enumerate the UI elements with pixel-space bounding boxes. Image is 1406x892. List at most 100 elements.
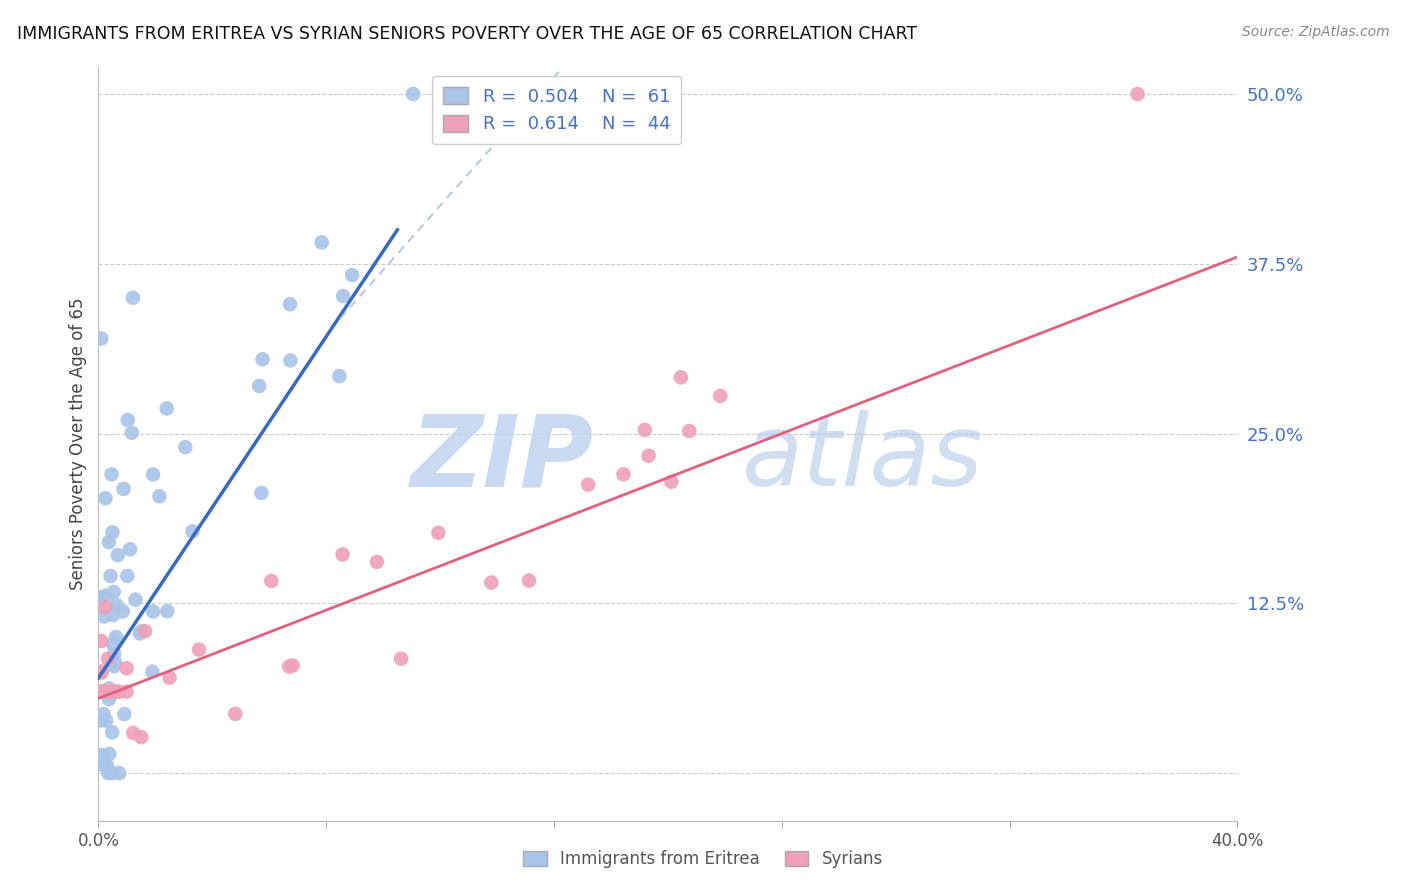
Point — [97, 766, 120, 780]
Point — [105, 598, 128, 612]
Point — [260, 574, 283, 588]
Point — [112, 707, 135, 722]
Point — [247, 379, 270, 393]
Point — [661, 475, 683, 489]
Point — [94, 491, 117, 506]
Point — [278, 297, 301, 311]
Point — [90, 684, 112, 698]
Text: ZIP: ZIP — [411, 410, 593, 508]
Point — [100, 684, 122, 698]
Point — [90, 591, 112, 606]
Point — [252, 352, 274, 367]
Point — [332, 289, 354, 303]
Point — [103, 647, 125, 661]
Point — [340, 268, 363, 282]
Point — [90, 714, 112, 728]
Point — [103, 684, 125, 698]
Point — [103, 608, 125, 623]
Point — [128, 626, 150, 640]
Text: Source: ZipAtlas.com: Source: ZipAtlas.com — [1241, 25, 1389, 39]
Point — [678, 424, 700, 438]
Legend: R =  0.504    N =  61, R =  0.614    N =  44: R = 0.504 N = 61, R = 0.614 N = 44 — [432, 76, 681, 145]
Point — [90, 684, 112, 698]
Point — [709, 389, 731, 403]
Point — [93, 758, 115, 772]
Point — [181, 524, 204, 539]
Point — [131, 624, 153, 639]
Point — [98, 747, 121, 761]
Point — [174, 440, 197, 454]
Point — [129, 730, 152, 744]
Text: atlas: atlas — [742, 410, 984, 508]
Point — [117, 569, 139, 583]
Point — [94, 589, 117, 603]
Point — [108, 766, 131, 780]
Point — [637, 449, 659, 463]
Point — [115, 684, 138, 698]
Point — [142, 605, 165, 619]
Point — [669, 370, 692, 384]
Point — [101, 725, 124, 739]
Point — [98, 681, 121, 696]
Point — [402, 87, 425, 101]
Point — [94, 684, 117, 698]
Point — [93, 684, 115, 698]
Point — [427, 525, 450, 540]
Point — [107, 684, 129, 698]
Point — [366, 555, 388, 569]
Point — [111, 604, 134, 618]
Point — [634, 423, 657, 437]
Point — [115, 661, 138, 675]
Point — [90, 591, 112, 605]
Point — [90, 684, 112, 698]
Point — [576, 477, 599, 491]
Point — [122, 726, 145, 740]
Point — [103, 659, 125, 673]
Point — [156, 604, 179, 618]
Point — [612, 467, 634, 482]
Point — [278, 659, 301, 673]
Point — [148, 489, 170, 503]
Point — [101, 525, 124, 540]
Point — [105, 684, 128, 698]
Point — [103, 585, 125, 599]
Point — [311, 235, 333, 250]
Point — [97, 535, 120, 549]
Point — [224, 706, 246, 721]
Point — [96, 714, 118, 728]
Point — [101, 637, 124, 651]
Point — [122, 291, 145, 305]
Point — [94, 600, 117, 615]
Point — [1126, 87, 1149, 101]
Point — [142, 467, 165, 482]
Point — [332, 548, 354, 562]
Point — [328, 369, 350, 384]
Legend: Immigrants from Eritrea, Syrians: Immigrants from Eritrea, Syrians — [516, 844, 890, 875]
Point — [96, 759, 118, 773]
Point — [479, 575, 502, 590]
Point — [517, 574, 540, 588]
Point — [90, 665, 112, 680]
Point — [90, 634, 112, 648]
Point — [97, 652, 120, 666]
Text: IMMIGRANTS FROM ERITREA VS SYRIAN SENIORS POVERTY OVER THE AGE OF 65 CORRELATION: IMMIGRANTS FROM ERITREA VS SYRIAN SENIOR… — [17, 25, 917, 43]
Point — [280, 353, 302, 368]
Point — [188, 642, 211, 657]
Point — [389, 651, 412, 665]
Point — [90, 684, 112, 698]
Point — [156, 401, 179, 416]
Point — [100, 467, 122, 482]
Point — [121, 425, 143, 440]
Point — [101, 684, 124, 698]
Point — [250, 486, 273, 500]
Point — [117, 413, 139, 427]
Point — [90, 747, 112, 762]
Point — [93, 609, 115, 624]
Point — [124, 592, 146, 607]
Point — [101, 766, 124, 780]
Point — [107, 548, 129, 562]
Point — [90, 665, 112, 679]
Point — [100, 569, 122, 583]
Point — [90, 684, 112, 698]
Point — [141, 665, 163, 679]
